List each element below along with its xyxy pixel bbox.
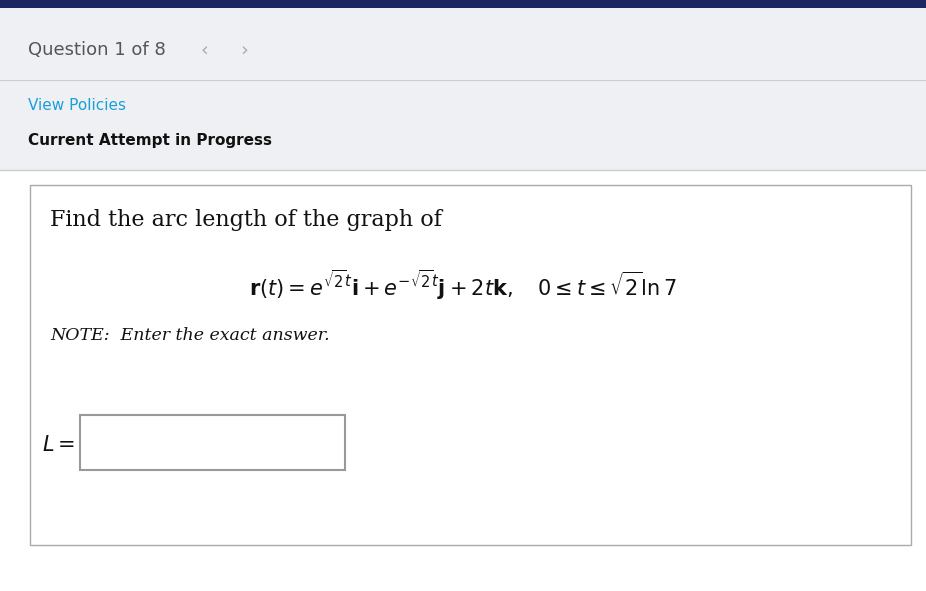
Bar bbox=[0, 0, 926, 8]
Text: NOTE:  Enter the exact answer.: NOTE: Enter the exact answer. bbox=[50, 326, 330, 343]
Text: View Policies: View Policies bbox=[28, 98, 126, 112]
Bar bbox=[0, 8, 926, 170]
Bar bbox=[30, 185, 911, 545]
Text: $\mathbf{r}(t) = e^{\sqrt{2}t}\mathbf{i} + e^{-\sqrt{2}t}\mathbf{j}+ 2t\mathbf{k: $\mathbf{r}(t) = e^{\sqrt{2}t}\mathbf{i}… bbox=[249, 268, 677, 301]
Bar bbox=[80, 415, 345, 470]
Text: Question 1 of 8: Question 1 of 8 bbox=[28, 41, 166, 59]
Text: Find the arc length of the graph of: Find the arc length of the graph of bbox=[50, 209, 442, 231]
Text: ›: › bbox=[240, 41, 248, 60]
Text: $L =$: $L =$ bbox=[42, 435, 75, 455]
Text: Current Attempt in Progress: Current Attempt in Progress bbox=[28, 132, 272, 148]
Text: ‹: ‹ bbox=[200, 41, 207, 60]
Bar bbox=[0, 170, 926, 591]
